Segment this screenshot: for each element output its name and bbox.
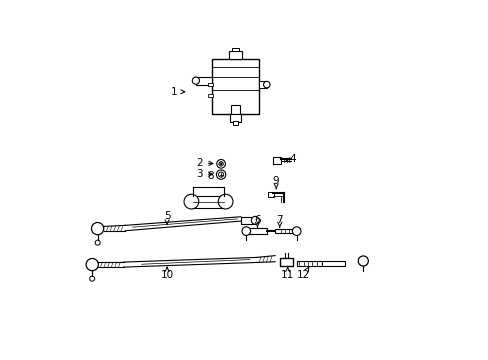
Circle shape [86, 258, 98, 271]
Bar [231, 48, 239, 51]
Polygon shape [98, 262, 123, 267]
Text: 12: 12 [297, 267, 310, 280]
Polygon shape [103, 225, 125, 231]
Bar [230, 105, 240, 114]
Circle shape [220, 163, 222, 165]
Bar [280, 258, 292, 266]
Text: 1: 1 [171, 87, 184, 97]
Circle shape [216, 170, 225, 179]
Text: 11: 11 [281, 267, 294, 280]
Circle shape [192, 77, 199, 84]
Circle shape [91, 222, 103, 235]
Bar [246, 228, 266, 234]
Text: 8: 8 [206, 171, 213, 181]
Circle shape [358, 256, 367, 266]
Circle shape [89, 276, 95, 281]
Bar [196, 77, 212, 85]
Text: 3: 3 [196, 168, 212, 179]
Text: 9: 9 [272, 176, 279, 189]
Bar [208, 83, 212, 86]
Circle shape [218, 172, 223, 177]
Bar [228, 51, 242, 59]
Bar [275, 229, 294, 233]
Circle shape [216, 159, 225, 168]
Bar [212, 59, 258, 114]
Bar [267, 192, 273, 197]
Circle shape [251, 216, 259, 224]
Polygon shape [257, 256, 275, 262]
Bar [230, 114, 240, 122]
Text: 7: 7 [276, 215, 283, 228]
Text: 2: 2 [196, 158, 212, 168]
Bar [241, 217, 255, 224]
Bar [296, 261, 321, 266]
Text: 4: 4 [285, 154, 296, 164]
Circle shape [218, 194, 232, 209]
Circle shape [95, 240, 100, 245]
Bar [258, 81, 266, 88]
Text: 10: 10 [160, 267, 173, 280]
Bar [208, 94, 212, 97]
Polygon shape [123, 257, 257, 267]
Bar [321, 261, 345, 266]
Circle shape [183, 194, 199, 209]
Circle shape [242, 227, 250, 235]
Polygon shape [125, 217, 241, 231]
Text: 6: 6 [254, 215, 260, 228]
Circle shape [219, 162, 223, 166]
Text: 5: 5 [163, 211, 170, 224]
Bar [232, 121, 238, 125]
Bar [191, 196, 225, 207]
Circle shape [263, 81, 269, 88]
Circle shape [292, 227, 301, 235]
Bar [273, 157, 281, 164]
